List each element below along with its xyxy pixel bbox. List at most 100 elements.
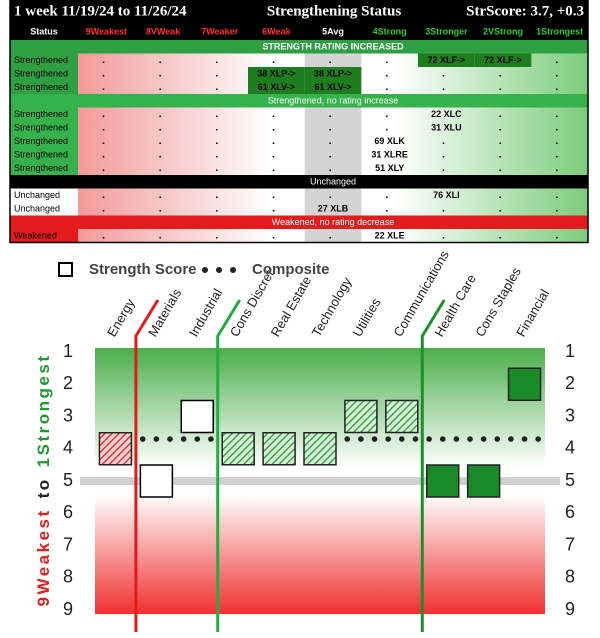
group-divider [216, 299, 242, 632]
y-tick-label-right: 6 [565, 502, 575, 522]
column-header: 4Strong [373, 26, 407, 36]
dot [215, 155, 218, 158]
cell-text: 31 XLU [431, 123, 462, 133]
y-tick-label: 6 [63, 502, 73, 522]
composite-dot [167, 436, 173, 442]
dot [272, 128, 275, 131]
status: Strengthened [14, 69, 68, 79]
composite-dot [180, 436, 187, 442]
column-header: 3Stronger [425, 26, 468, 36]
header-bg [10, 0, 588, 40]
dot [555, 88, 558, 91]
status: Strengthened [14, 82, 68, 92]
status-bg [10, 229, 78, 243]
status-bg [10, 161, 78, 175]
dot [215, 209, 218, 212]
dot [215, 169, 218, 172]
column-header: 8VWeak [146, 26, 181, 36]
legend-dot [230, 267, 236, 273]
strength-square [344, 399, 378, 434]
avg-column [304, 229, 362, 243]
dot [102, 115, 105, 118]
column-header: Status [30, 26, 58, 36]
cell-highlight [418, 53, 475, 67]
composite-dot [344, 436, 351, 442]
dot [385, 196, 388, 199]
dot [555, 209, 558, 212]
dot [215, 142, 218, 145]
status-bg [10, 148, 78, 162]
dot [159, 155, 162, 158]
composite-dot [399, 436, 405, 442]
dot [102, 128, 105, 131]
y-tick-label-right: 1 [565, 341, 575, 361]
dot [555, 115, 558, 118]
dot [272, 61, 275, 64]
strength-square [303, 432, 337, 466]
table-border [9, 0, 589, 244]
dot [102, 88, 105, 91]
dot [499, 196, 502, 199]
dot [499, 236, 502, 239]
column-header: 6Weak [262, 26, 291, 36]
dot [159, 236, 162, 239]
composite-dot [412, 436, 419, 442]
dot [329, 196, 332, 199]
cell-text: 38 XLP-> [257, 69, 295, 79]
x-tick-label: Real Estate [268, 274, 315, 340]
dot [385, 115, 388, 118]
status: Unchanged [14, 204, 60, 214]
dot [385, 61, 388, 64]
dot [555, 236, 558, 239]
column-header: 9Weakest [86, 26, 127, 36]
dot [555, 74, 558, 77]
section-title: Strengthened, no rating increase [268, 96, 399, 106]
composite-dot [358, 436, 364, 442]
status: Weakened [14, 231, 57, 241]
cell-text: 61 XLV-> [314, 82, 351, 92]
dot [215, 61, 218, 64]
avg-column [304, 148, 362, 162]
status-bg [10, 121, 78, 135]
cell-text: 72 XLF-> [427, 55, 465, 65]
y-tick-label-right: 7 [565, 534, 575, 554]
y-tick-label: 7 [63, 534, 73, 554]
dot [272, 155, 275, 158]
dot [272, 196, 275, 199]
dot [329, 115, 332, 118]
dot [215, 196, 218, 199]
status: Strengthened [14, 109, 68, 119]
composite-dot [453, 436, 460, 442]
dot [385, 209, 388, 212]
x-tick-label: Financial [513, 287, 552, 340]
status: Strengthened [14, 136, 68, 146]
dot [442, 209, 445, 212]
x-tick-label: Health Care [431, 272, 479, 340]
y-axis-title-part: 9Weakest [34, 508, 53, 606]
avg-column [304, 161, 362, 175]
dot [499, 88, 502, 91]
status: Strengthened [14, 123, 68, 133]
dot [499, 74, 502, 77]
avg-column [304, 202, 362, 216]
cell-highlight [248, 80, 305, 94]
y-tick-label-right: 2 [565, 373, 575, 393]
section-band [10, 94, 588, 108]
status-bg [10, 202, 78, 216]
header-score: StrScore: 3.7, +0.3 [466, 3, 584, 19]
dot [159, 115, 162, 118]
dot [329, 155, 332, 158]
cell-text: 69 XLK [374, 136, 405, 146]
composite-dot [385, 436, 391, 442]
cell-text: 31 XLRE [371, 150, 408, 160]
dot [215, 88, 218, 91]
dot [442, 142, 445, 145]
dot [385, 128, 388, 131]
status-bg [10, 53, 78, 67]
dot [329, 61, 332, 64]
dot [215, 128, 218, 131]
legend-label: Strength Score [89, 261, 197, 278]
section-band [10, 175, 588, 189]
dot [102, 196, 105, 199]
